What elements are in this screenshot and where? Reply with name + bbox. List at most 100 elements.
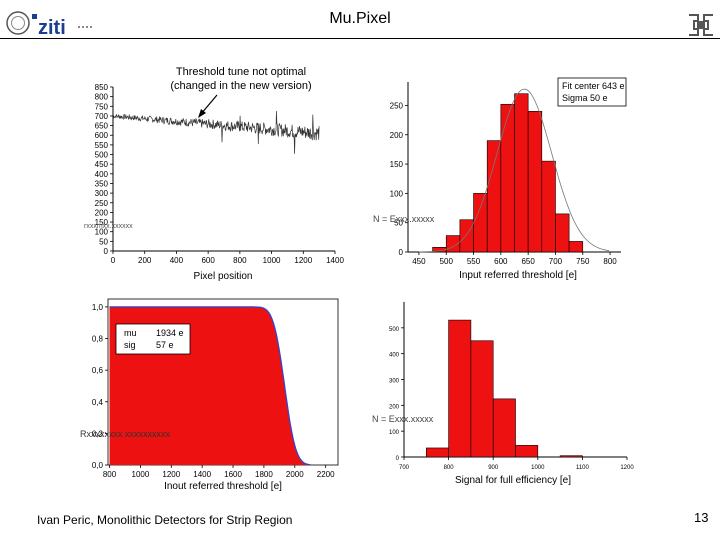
x-axis-label: Inout referred threshold [e]	[164, 481, 282, 492]
x-tick-label: 1200	[294, 256, 312, 265]
x-tick-label: 200	[138, 256, 152, 265]
fit-legend-box	[557, 77, 627, 107]
y-tick-label: 0,2	[92, 429, 104, 438]
ziti-logo-graphic: ziti	[6, 11, 92, 39]
x-tick-label: 0	[111, 256, 116, 265]
y-tick-label: 500	[389, 327, 400, 333]
y-tick-label: 200	[389, 404, 400, 410]
y-tick-label: 500	[95, 151, 109, 160]
y-tick-label: 0	[104, 247, 109, 256]
x-axis-label: Pixel position	[194, 271, 253, 282]
histogram-bar	[425, 447, 449, 458]
x-tick-label: 600	[201, 256, 215, 265]
histogram-bar	[470, 340, 494, 458]
histogram-bar	[555, 213, 570, 253]
threshold-trace	[112, 110, 320, 154]
y-axis-label: Rxxxxxxxx xxxxxxxxxx	[80, 429, 171, 439]
x-tick-label: 1000	[132, 470, 150, 479]
y-tick-label: 1,0	[92, 303, 104, 312]
x-tick-label: 1000	[263, 256, 281, 265]
histogram-bar	[514, 93, 529, 253]
ziti-logo-text: ziti	[38, 17, 66, 38]
legend-sig-value: 57 e	[156, 340, 174, 350]
footer-author: Ivan Peric, Monolithic Detectors for Str…	[37, 513, 293, 527]
histogram-bar	[559, 455, 583, 458]
annotation-arrow-line	[200, 94, 218, 115]
y-tick-label: 250	[95, 199, 109, 208]
annotation-line-1: Threshold tune not optimal	[175, 66, 307, 78]
y-axis-label: N = Exxx.xxxxx	[372, 414, 434, 424]
y-tick-label: 0,8	[92, 335, 104, 344]
x-tick-label: 1200	[620, 465, 634, 471]
y-tick-label: 400	[95, 170, 109, 179]
fit-legend-box	[115, 323, 191, 355]
y-tick-label: 200	[95, 208, 109, 217]
y-tick-label: 100	[390, 189, 404, 198]
y-tick-label: 550	[95, 141, 109, 150]
x-tick-label: 550	[467, 257, 481, 266]
x-axis-label: Signal for full efficiency [e]	[455, 475, 571, 486]
ziti-logo: ziti	[4, 8, 124, 39]
y-tick-label: 300	[95, 189, 109, 198]
y-tick-label: 400	[389, 353, 400, 359]
y-tick-label: 650	[95, 122, 109, 131]
histogram-bar	[515, 445, 539, 458]
x-tick-label: 1100	[576, 465, 590, 471]
y-tick-label: 300	[389, 379, 400, 385]
histogram-bar	[541, 160, 556, 253]
x-tick-label: 800	[233, 256, 247, 265]
x-tick-label: 800	[444, 465, 455, 471]
fit-legend-center: Fit center 643 e	[562, 81, 625, 91]
institute-logo-icon	[686, 12, 716, 38]
y-tick-label: 800	[95, 93, 109, 102]
x-tick-label: 650	[521, 257, 535, 266]
x-tick-label: 450	[412, 257, 426, 266]
y-tick-label: 150	[390, 160, 404, 169]
y-tick-label: 200	[390, 131, 404, 140]
histogram-bar	[500, 103, 515, 253]
y-tick-label: 0	[396, 456, 400, 462]
x-tick-label: 2200	[317, 470, 335, 479]
y-tick-label: 0	[399, 248, 404, 257]
histogram-bar	[492, 398, 516, 458]
x-tick-label: 1800	[255, 470, 273, 479]
legend-mu-value: 1934 e	[156, 328, 184, 338]
y-tick-label: 50	[99, 237, 108, 246]
university-seal-icon	[6, 11, 30, 35]
y-tick-label: 450	[95, 160, 109, 169]
y-tick-label: 700	[95, 112, 109, 121]
annotation-line-2: (changed in the new version)	[170, 80, 312, 92]
x-tick-label: 600	[494, 257, 508, 266]
y-tick-label: 600	[95, 131, 109, 140]
slide-title: Mu.Pixel	[329, 10, 391, 27]
fit-legend-sigma: Sigma 50 e	[562, 93, 608, 103]
x-tick-label: 1000	[531, 465, 545, 471]
ziti-square-icon	[32, 14, 37, 19]
y-tick-label: 0,6	[92, 366, 104, 375]
histogram-bar	[486, 140, 502, 253]
x-axis-label: Input referred threshold [e]	[459, 270, 577, 281]
x-tick-label: 1600	[224, 470, 242, 479]
y-tick-label: 50	[394, 219, 403, 228]
histogram-bar	[459, 219, 474, 253]
y-tick-label: 250	[390, 101, 404, 110]
histogram-bar	[448, 319, 472, 458]
x-tick-label: 2000	[286, 470, 304, 479]
legend-mu-key: mu	[124, 328, 137, 338]
y-tick-label: 150	[95, 218, 109, 227]
y-tick-label: 100	[389, 430, 400, 436]
x-tick-label: 700	[549, 257, 563, 266]
x-tick-label: 750	[576, 257, 590, 266]
gaussian-fit-line	[418, 88, 610, 253]
efficiency-chart: 0,0 0,2 0,4 0,6 0,8 1,0 800 1000 1200 1400 1600 18…	[80, 298, 339, 492]
annotation-arrow	[198, 94, 218, 118]
university-seal-inner	[11, 16, 25, 30]
y-tick-label: 100	[95, 228, 109, 237]
erf-fit-curve	[109, 306, 311, 466]
y-axis-label: N = Exxx.xxxxx	[373, 214, 435, 224]
histogram-bar	[527, 111, 543, 253]
y-tick-label: 750	[95, 102, 109, 111]
page-number: 13	[694, 510, 709, 525]
x-tick-label: 900	[488, 465, 499, 471]
signal-histogram: 0 100 200 300 400 500 700 800 900 1000 1100 1200 N…	[372, 302, 634, 486]
